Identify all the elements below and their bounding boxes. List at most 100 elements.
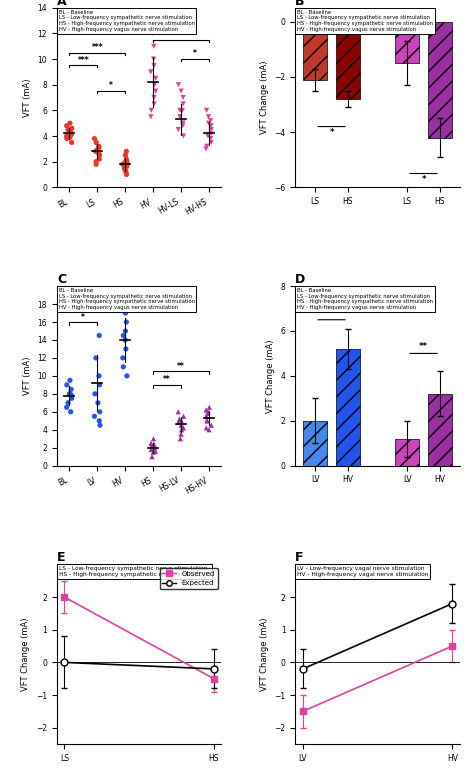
Point	[150, 432, 157, 445]
Point	[202, 422, 210, 434]
Point	[150, 59, 158, 71]
Point	[66, 374, 74, 387]
Point	[122, 166, 130, 178]
Text: BL - Baseline
LS - Low-frequency sympathetic nerve stimulation
HS - High-frequen: BL - Baseline LS - Low-frequency sympath…	[58, 288, 194, 310]
Text: *: *	[82, 312, 85, 322]
Point	[204, 405, 212, 418]
Point	[207, 127, 215, 140]
Point	[177, 428, 185, 440]
Point	[95, 415, 103, 427]
Point	[67, 129, 75, 141]
Point	[93, 144, 101, 157]
Point	[179, 117, 187, 129]
Point	[119, 329, 127, 342]
Point	[66, 388, 74, 400]
Text: **: **	[419, 342, 428, 351]
Y-axis label: VFT Change (mA): VFT Change (mA)	[260, 60, 269, 134]
Point	[208, 136, 215, 149]
Text: *: *	[193, 50, 197, 58]
Point	[119, 158, 127, 170]
Point	[64, 397, 72, 409]
Point	[176, 413, 183, 425]
Point	[180, 130, 187, 143]
Legend: Observed, Expected: Observed, Expected	[160, 568, 218, 589]
Text: *: *	[179, 30, 183, 40]
Point	[180, 410, 187, 422]
Bar	[336, 349, 360, 466]
Point	[120, 162, 128, 174]
Point	[150, 98, 158, 110]
Point	[123, 168, 130, 181]
Text: **: **	[327, 308, 336, 317]
Point	[123, 145, 130, 157]
Text: E: E	[57, 552, 65, 564]
Bar	[303, 22, 328, 80]
Point	[122, 156, 129, 168]
Point	[92, 352, 100, 364]
Point	[68, 389, 75, 401]
Point	[95, 329, 103, 342]
Point	[148, 450, 156, 463]
Point	[92, 136, 100, 149]
Point	[123, 315, 130, 328]
Text: **: **	[177, 362, 185, 371]
Point	[120, 298, 128, 310]
Point	[202, 143, 210, 155]
Point	[178, 415, 185, 427]
Point	[122, 343, 130, 355]
Text: HS: HS	[418, 735, 429, 744]
Point	[96, 419, 104, 432]
Point	[152, 72, 159, 84]
Text: *: *	[421, 175, 426, 184]
Point	[151, 78, 158, 91]
Point	[150, 53, 157, 65]
Text: BL - Baseline
LS - Low-frequency sympathetic nerve stimulation
HS - High-frequen: BL - Baseline LS - Low-frequency sympath…	[297, 9, 433, 32]
Point	[91, 410, 98, 422]
Y-axis label: VFT (mA): VFT (mA)	[23, 78, 32, 117]
Point	[63, 379, 71, 391]
Point	[204, 130, 212, 143]
Text: **: **	[93, 299, 101, 308]
Y-axis label: VFT Change (mA): VFT Change (mA)	[260, 618, 269, 691]
Text: ***: ***	[91, 288, 103, 296]
Text: *: *	[109, 81, 113, 91]
Text: BL - Baseline
LS - Low-frequency sympathetic nerve stimulation
HS - High-frequen: BL - Baseline LS - Low-frequency sympath…	[58, 9, 194, 32]
Point	[148, 439, 155, 452]
Point	[67, 405, 74, 418]
Point	[66, 117, 74, 129]
Point	[95, 141, 103, 153]
Y-axis label: VFT (mA): VFT (mA)	[23, 356, 32, 395]
Point	[94, 397, 102, 409]
Point	[147, 104, 155, 116]
Point	[177, 419, 185, 432]
Point	[147, 66, 155, 78]
Point	[96, 153, 103, 165]
Point	[202, 404, 210, 416]
Bar	[428, 394, 452, 466]
Bar	[395, 439, 419, 466]
Text: A: A	[57, 0, 66, 8]
Text: LS - Low-frequency sympathetic nerve stimulation
HS - High-frequency sympathetic: LS - Low-frequency sympathetic nerve sti…	[58, 567, 210, 577]
Point	[207, 133, 214, 145]
Point	[149, 27, 156, 40]
Point	[150, 40, 157, 53]
Text: ***: ***	[78, 56, 89, 65]
Point	[149, 446, 157, 458]
Point	[203, 415, 211, 427]
Point	[147, 437, 155, 450]
Text: **: **	[163, 11, 171, 20]
Point	[95, 148, 103, 160]
Point	[66, 388, 73, 400]
Point	[147, 111, 155, 123]
Point	[91, 133, 98, 145]
Bar	[336, 22, 360, 99]
Point	[122, 153, 130, 165]
Point	[152, 445, 159, 457]
Point	[63, 401, 71, 414]
Point	[64, 123, 72, 136]
Point	[204, 408, 211, 420]
Y-axis label: VFT Change (mA): VFT Change (mA)	[266, 339, 275, 412]
Point	[179, 91, 187, 104]
Point	[63, 130, 71, 143]
Point	[150, 91, 158, 104]
